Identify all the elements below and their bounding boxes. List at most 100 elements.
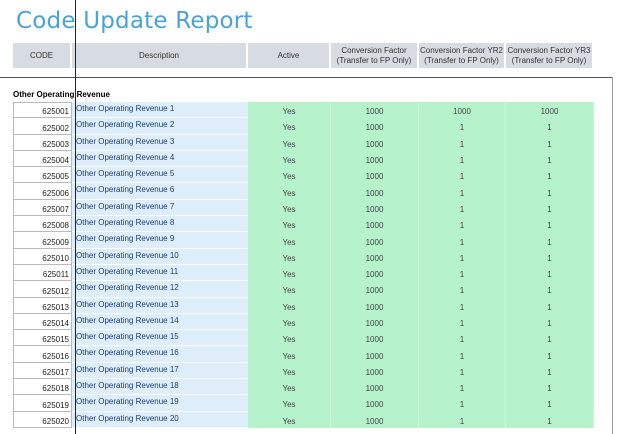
table-row[interactable]: 625008 Other Operating Revenue 8 Yes 1000 1 1 xyxy=(13,216,594,233)
active-cell[interactable]: Yes xyxy=(248,216,331,233)
code-cell[interactable]: 625008 xyxy=(13,216,72,233)
conversion-factor-cell[interactable]: 1000 xyxy=(331,199,419,217)
table-row[interactable]: 625017 Other Operating Revenue 17 Yes 1000 1… xyxy=(13,362,594,380)
description-cell[interactable]: Other Operating Revenue 11 xyxy=(72,264,248,282)
description-cell[interactable]: Other Operating Revenue 13 xyxy=(72,297,248,314)
conversion-factor-yr3-cell[interactable]: 1 xyxy=(506,379,594,396)
conversion-factor-yr2-cell[interactable]: 1 xyxy=(419,167,506,184)
conversion-factor-yr2-cell[interactable]: 1 xyxy=(419,183,506,200)
description-cell[interactable]: Other Operating Revenue 4 xyxy=(72,150,248,168)
code-cell[interactable]: 625004 xyxy=(13,150,72,168)
code-cell[interactable]: 625010 xyxy=(13,248,72,265)
conversion-factor-yr3-cell[interactable]: 1 xyxy=(506,264,594,282)
table-row[interactable]: 625001 Other Operating Revenue 1 Yes 1000 10… xyxy=(13,102,594,119)
table-row[interactable]: 625016 Other Operating Revenue 16 Yes 1000 1… xyxy=(13,346,594,363)
conversion-factor-cell[interactable]: 1000 xyxy=(331,395,419,412)
conversion-factor-cell[interactable]: 1000 xyxy=(331,118,419,135)
conversion-factor-yr2-cell[interactable]: 1 xyxy=(419,264,506,282)
conversion-factor-cell[interactable]: 1000 xyxy=(331,134,419,151)
description-cell[interactable]: Other Operating Revenue 14 xyxy=(72,313,248,331)
description-cell[interactable]: Other Operating Revenue 19 xyxy=(72,395,248,412)
code-cell[interactable]: 625015 xyxy=(13,330,72,347)
active-cell[interactable]: Yes xyxy=(248,150,331,168)
conversion-factor-yr3-cell[interactable]: 1 xyxy=(506,118,594,135)
column-header-conversion-factor[interactable]: Conversion Factor (Transfer to FP Only) xyxy=(331,43,417,68)
conversion-factor-yr2-cell[interactable]: 1 xyxy=(419,411,506,428)
conversion-factor-cell[interactable]: 1000 xyxy=(331,167,419,184)
active-cell[interactable]: Yes xyxy=(248,313,331,331)
conversion-factor-yr2-cell[interactable]: 1 xyxy=(419,297,506,314)
conversion-factor-yr2-cell[interactable]: 1 xyxy=(419,118,506,135)
active-cell[interactable]: Yes xyxy=(248,118,331,135)
table-row[interactable]: 625012 Other Operating Revenue 12 Yes 1000 1… xyxy=(13,281,594,298)
conversion-factor-cell[interactable]: 1000 xyxy=(331,297,419,314)
active-cell[interactable]: Yes xyxy=(248,102,331,119)
conversion-factor-yr3-cell[interactable]: 1 xyxy=(506,134,594,151)
conversion-factor-cell[interactable]: 1000 xyxy=(331,102,419,119)
conversion-factor-cell[interactable]: 1000 xyxy=(331,264,419,282)
description-cell[interactable]: Other Operating Revenue 18 xyxy=(72,379,248,396)
conversion-factor-cell[interactable]: 1000 xyxy=(331,362,419,380)
table-row[interactable]: 625006 Other Operating Revenue 6 Yes 1000 1 1 xyxy=(13,183,594,200)
conversion-factor-yr2-cell[interactable]: 1 xyxy=(419,134,506,151)
table-row[interactable]: 625007 Other Operating Revenue 7 Yes 1000 1 1 xyxy=(13,199,594,217)
description-cell[interactable]: Other Operating Revenue 15 xyxy=(72,330,248,347)
active-cell[interactable]: Yes xyxy=(248,362,331,380)
conversion-factor-yr3-cell[interactable]: 1 xyxy=(506,199,594,217)
table-row[interactable]: 625014 Other Operating Revenue 14 Yes 1000 1… xyxy=(13,313,594,331)
description-cell[interactable]: Other Operating Revenue 16 xyxy=(72,346,248,363)
conversion-factor-yr2-cell[interactable]: 1 xyxy=(419,346,506,363)
conversion-factor-cell[interactable]: 1000 xyxy=(331,411,419,428)
conversion-factor-yr3-cell[interactable]: 1 xyxy=(506,395,594,412)
table-row[interactable]: 625004 Other Operating Revenue 4 Yes 1000 1 1 xyxy=(13,150,594,168)
conversion-factor-yr3-cell[interactable]: 1 xyxy=(506,248,594,265)
description-cell[interactable]: Other Operating Revenue 5 xyxy=(72,167,248,184)
conversion-factor-cell[interactable]: 1000 xyxy=(331,232,419,249)
conversion-factor-yr2-cell[interactable]: 1 xyxy=(419,232,506,249)
conversion-factor-yr3-cell[interactable]: 1 xyxy=(506,183,594,200)
column-header-conversion-factor-yr3[interactable]: Conversion Factor YR3 (Transfer to FP On… xyxy=(506,43,592,68)
table-row[interactable]: 625005 Other Operating Revenue 5 Yes 1000 1 1 xyxy=(13,167,594,184)
active-cell[interactable]: Yes xyxy=(248,281,331,298)
table-row[interactable]: 625020 Other Operating Revenue 20 Yes 1000 1… xyxy=(13,411,594,428)
description-cell[interactable]: Other Operating Revenue 8 xyxy=(72,216,248,233)
code-cell[interactable]: 625012 xyxy=(13,281,72,298)
active-cell[interactable]: Yes xyxy=(248,297,331,314)
table-row[interactable]: 625015 Other Operating Revenue 15 Yes 1000 1… xyxy=(13,330,594,347)
conversion-factor-cell[interactable]: 1000 xyxy=(331,281,419,298)
description-cell[interactable]: Other Operating Revenue 2 xyxy=(72,118,248,135)
table-row[interactable]: 625018 Other Operating Revenue 18 Yes 1000 1… xyxy=(13,379,594,396)
description-cell[interactable]: Other Operating Revenue 9 xyxy=(72,232,248,249)
conversion-factor-yr3-cell[interactable]: 1 xyxy=(506,362,594,380)
conversion-factor-yr3-cell[interactable]: 1 xyxy=(506,313,594,331)
column-header-code[interactable]: CODE xyxy=(13,43,70,68)
table-row[interactable]: 625019 Other Operating Revenue 19 Yes 1000 1… xyxy=(13,395,594,412)
conversion-factor-yr3-cell[interactable]: 1 xyxy=(506,150,594,168)
code-cell[interactable]: 625003 xyxy=(13,134,72,151)
conversion-factor-yr3-cell[interactable]: 1 xyxy=(506,297,594,314)
code-cell[interactable]: 625006 xyxy=(13,183,72,200)
code-cell[interactable]: 625016 xyxy=(13,346,72,363)
active-cell[interactable]: Yes xyxy=(248,248,331,265)
conversion-factor-yr2-cell[interactable]: 1 xyxy=(419,313,506,331)
column-header-conversion-factor-yr2[interactable]: Conversion Factor YR2 (Transfer to FP On… xyxy=(419,43,504,68)
code-cell[interactable]: 625014 xyxy=(13,313,72,331)
description-cell[interactable]: Other Operating Revenue 17 xyxy=(72,362,248,380)
active-cell[interactable]: Yes xyxy=(248,379,331,396)
active-cell[interactable]: Yes xyxy=(248,264,331,282)
conversion-factor-yr3-cell[interactable]: 1 xyxy=(506,330,594,347)
conversion-factor-yr2-cell[interactable]: 1 xyxy=(419,379,506,396)
code-cell[interactable]: 625002 xyxy=(13,118,72,135)
conversion-factor-cell[interactable]: 1000 xyxy=(331,379,419,396)
table-row[interactable]: 625009 Other Operating Revenue 9 Yes 1000 1 1 xyxy=(13,232,594,249)
conversion-factor-yr2-cell[interactable]: 1 xyxy=(419,199,506,217)
conversion-factor-yr3-cell[interactable]: 1 xyxy=(506,167,594,184)
conversion-factor-yr3-cell[interactable]: 1 xyxy=(506,346,594,363)
active-cell[interactable]: Yes xyxy=(248,232,331,249)
conversion-factor-yr2-cell[interactable]: 1 xyxy=(419,150,506,168)
column-header-active[interactable]: Active xyxy=(248,43,329,68)
code-cell[interactable]: 625005 xyxy=(13,167,72,184)
conversion-factor-yr3-cell[interactable]: 1 xyxy=(506,411,594,428)
conversion-factor-yr3-cell[interactable]: 1000 xyxy=(506,102,594,119)
table-row[interactable]: 625003 Other Operating Revenue 3 Yes 1000 1 1 xyxy=(13,134,594,151)
